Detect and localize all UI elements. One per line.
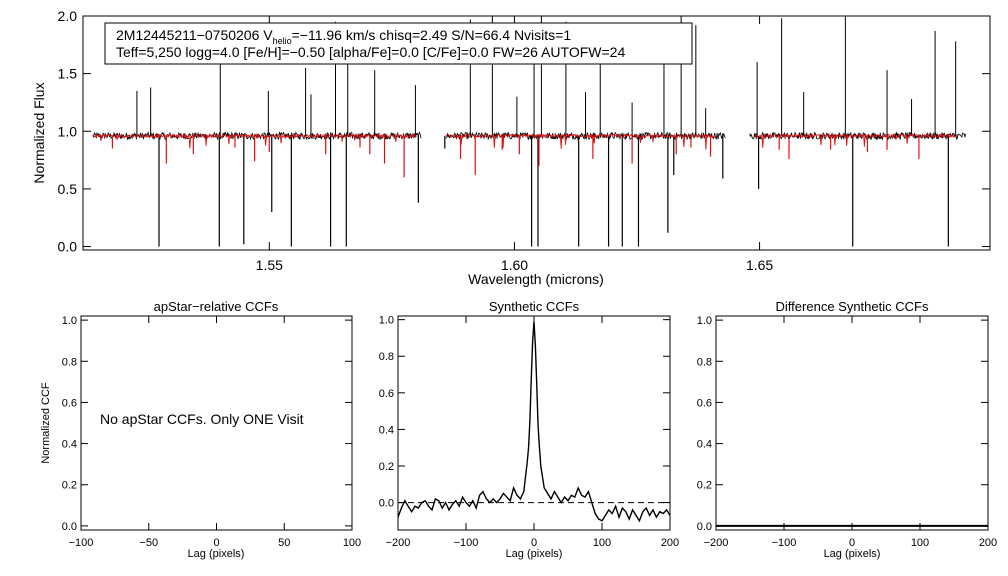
ccf-xtick-label: 100 xyxy=(343,537,361,549)
spectrum-plot-frame xyxy=(82,15,991,251)
ccf-xtick-label: −100 xyxy=(454,537,479,549)
ccf-ytick-label: 0.6 xyxy=(697,397,712,409)
ccf-ytick-label: 0.8 xyxy=(697,356,712,368)
spectrum-ytick-label: 0.5 xyxy=(58,181,78,197)
ccf-xtick-label: 100 xyxy=(593,537,611,549)
spectrum-ytick-label: 1.0 xyxy=(58,123,78,139)
ccf-apstar-ylabel: Normalized CCF xyxy=(40,382,52,464)
spectrum-model-line xyxy=(445,133,716,150)
ccf-ytick-label: 0.4 xyxy=(697,439,712,451)
ccf-ytick-label: 0.4 xyxy=(379,424,394,436)
ccf-difference-xlabel: Lag (pixels) xyxy=(824,548,881,560)
spectrum-model-line xyxy=(92,132,417,149)
ccf-xtick-label: −50 xyxy=(139,537,158,549)
ccf-difference-title: Difference Synthetic CCFs xyxy=(776,299,929,314)
ccf-panel-difference: Difference Synthetic CCFs −200 −100 0 100 20… xyxy=(697,299,997,560)
ccf-xtick-label: 100 xyxy=(911,537,929,549)
ccf-ytick-label: 0.6 xyxy=(379,388,394,400)
ccf-ytick-label: 1.0 xyxy=(379,315,394,327)
ccf-ytick-label: 0.2 xyxy=(697,480,712,492)
ccf-xtick-label: −100 xyxy=(69,537,94,549)
ccf-ytick-label: 1.0 xyxy=(697,315,712,327)
ccf-difference-frame xyxy=(715,315,989,531)
spectrum-ytick-label: 0.0 xyxy=(58,239,78,255)
ccf-xtick-label: 0 xyxy=(213,537,219,549)
ccf-ytick-label: 0.0 xyxy=(697,521,712,533)
spectrum-model-line xyxy=(754,132,957,148)
ccf-xtick-label: 0 xyxy=(849,537,855,549)
ccf-difference-axes: −200 −100 0 100 200 0.0 0.2 0.4 0.6 0.8 1.0 xyxy=(697,315,997,549)
spectrum-ylabel: Normalized Flux xyxy=(31,82,47,183)
ccf-xtick-label: 200 xyxy=(661,537,679,549)
spectrum-info-line1: 2M12445211−0750206 Vhelio=−11.96 km/s ch… xyxy=(116,27,571,46)
ccf-ytick-label: 0.0 xyxy=(379,498,394,510)
ccf-ytick-label: 1.0 xyxy=(62,315,77,327)
spectrum-axes: 1.55 1.60 1.65 0.0 0.5 1.0 1.5 2.0 xyxy=(58,8,990,273)
ccf-ytick-label: 0.8 xyxy=(379,351,394,363)
spectrum-xtick-label: 1.65 xyxy=(746,257,773,273)
ccf-synthetic-axes: −200 −100 0 100 200 0.0 0.2 0.4 0.6 0.8 1.0 xyxy=(379,315,679,549)
ccf-xtick-label: −200 xyxy=(704,537,729,549)
spectrum-xlabel: Wavelength (microns) xyxy=(468,271,604,287)
ccf-ytick-label: 0.8 xyxy=(62,356,77,368)
ccf-xtick-label: 50 xyxy=(278,537,290,549)
spectrum-panel: 1.55 1.60 1.65 0.0 0.5 1.0 1.5 2.0 2M12445211−0… xyxy=(31,8,991,287)
ccf-panel-apstar: apStar−relative CCFs −100 −50 0 50 100 0.0 0.2… xyxy=(40,299,361,560)
ccf-synthetic-title: Synthetic CCFs xyxy=(489,299,580,314)
ccf-apstar-message: No apStar CCFs. Only ONE Visit xyxy=(100,411,304,427)
ccf-xtick-label: 200 xyxy=(979,537,997,549)
ccf-apstar-axes: −100 −50 0 50 100 0.0 0.2 0.4 0.6 0.8 1.0 xyxy=(62,315,361,549)
ccf-ytick-label: 0.6 xyxy=(62,397,77,409)
spectrum-info-box xyxy=(104,22,693,65)
ccf-ytick-label: 0.2 xyxy=(379,461,394,473)
spectrum-ytick-label: 2.0 xyxy=(58,8,78,24)
ccf-synthetic-frame xyxy=(397,315,671,531)
ccf-synthetic-xlabel: Lag (pixels) xyxy=(506,548,563,560)
spectrum-ytick-label: 1.5 xyxy=(58,66,78,82)
ccf-xtick-label: 0 xyxy=(531,537,537,549)
ccf-apstar-title: apStar−relative CCFs xyxy=(154,299,279,314)
ccf-ytick-label: 0.2 xyxy=(62,480,77,492)
spectrum-xtick-label: 1.60 xyxy=(501,257,528,273)
ccf-xtick-label: −100 xyxy=(772,537,797,549)
ccf-panel-synthetic: Synthetic CCFs −200 −100 0 100 200 0.0 0.2 0.4 0… xyxy=(379,299,679,560)
spectrum-data-group xyxy=(92,16,966,247)
ccf-ytick-label: 0.4 xyxy=(62,439,77,451)
ccf-xtick-label: −200 xyxy=(386,537,411,549)
ccf-synthetic-data xyxy=(397,321,671,523)
spectrum-info-line2: Teff=5,250 logg=4.0 [Fe/H]=−0.50 [alpha/… xyxy=(116,44,625,60)
ccf-apstar-xlabel: Lag (pixels) xyxy=(188,548,245,560)
ccf-ytick-label: 0.0 xyxy=(62,521,77,533)
ccf-series-line xyxy=(397,321,671,523)
spectrum-xtick-label: 1.55 xyxy=(256,257,283,273)
